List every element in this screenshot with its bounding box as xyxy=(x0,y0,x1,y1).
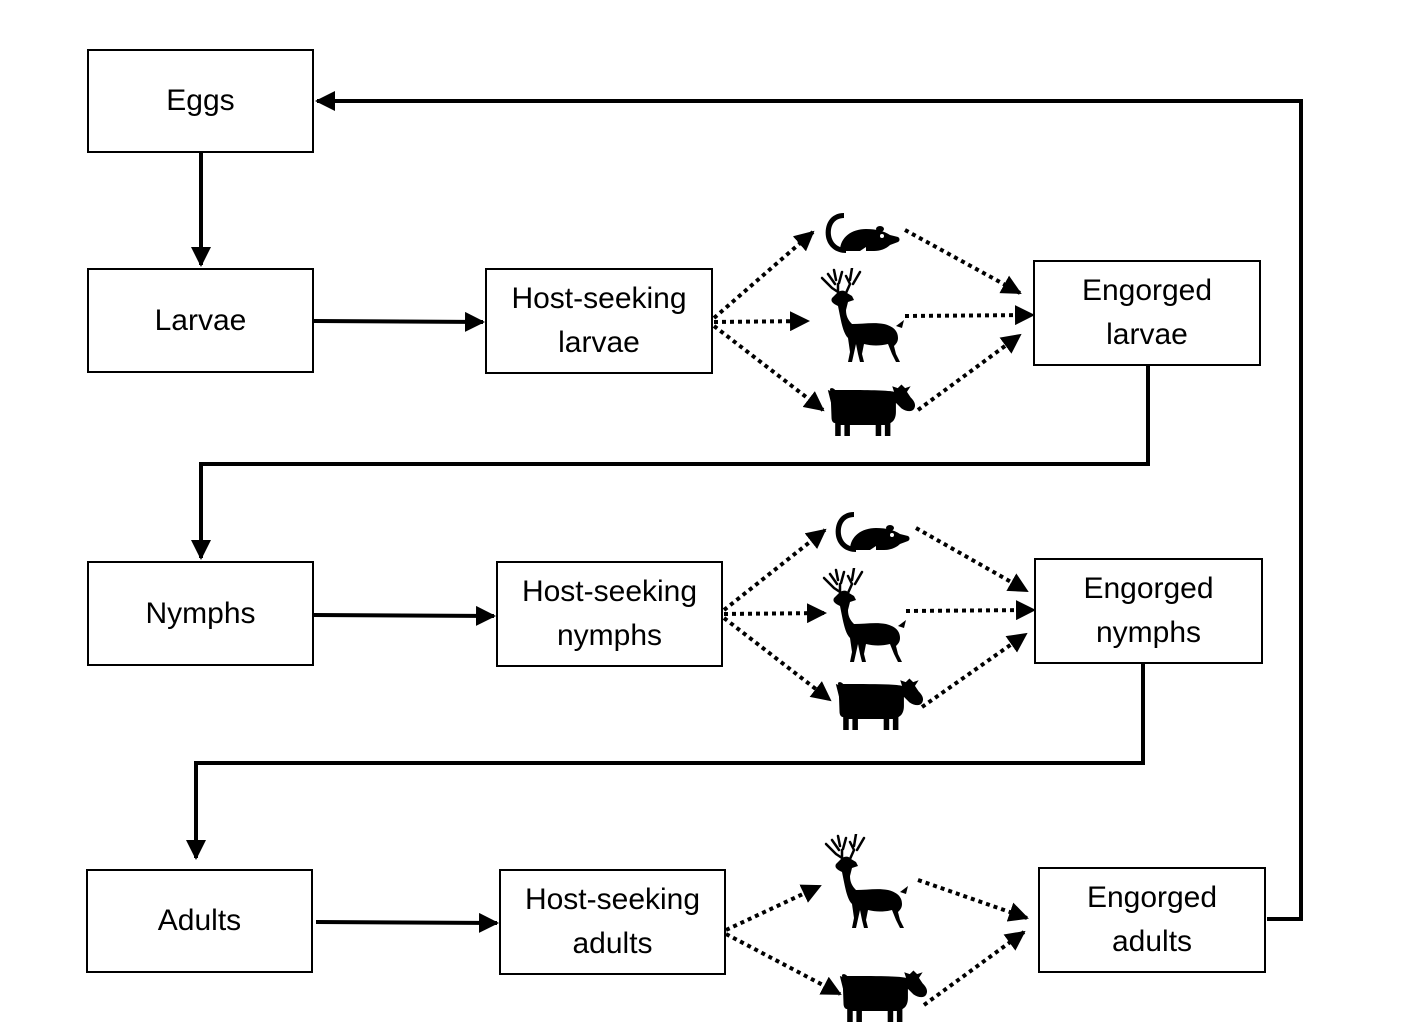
host-seeking-larvae-line2: larvae xyxy=(558,326,640,359)
dotted-arrow-cow-to-engorged-larvae xyxy=(916,333,1022,412)
cow-icon xyxy=(839,970,928,1022)
adults-box: Adults xyxy=(86,869,313,973)
deer-icon xyxy=(820,268,906,363)
deer-icon xyxy=(824,834,910,929)
dotted-arrow-cow-to-engorged-nymphs xyxy=(920,632,1028,709)
larvae-box: Larvae xyxy=(87,268,314,373)
engorged-nymphs-line1: Engorged xyxy=(1083,572,1214,605)
engorged-nymphs-box: Engorged nymphs xyxy=(1034,558,1263,664)
arrow-larvae-to-host-seeking-larvae xyxy=(313,311,485,332)
dotted-arrow-adults-to-cow xyxy=(725,932,842,996)
engorged-larvae-line1: Engorged xyxy=(1081,274,1213,307)
host-icons xyxy=(820,213,928,1022)
dotted-arrow-larvae-to-deer xyxy=(713,311,810,332)
dotted-arrow-adults-to-deer xyxy=(725,884,822,932)
nymphs-box: Nymphs xyxy=(87,561,314,666)
dotted-arrow-nymphs-to-cow xyxy=(722,616,832,702)
arrow-engorged-nymphs-to-adults xyxy=(186,664,1145,860)
eggs-label: Eggs xyxy=(166,84,235,117)
engorged-adults-box: Engorged adults xyxy=(1038,867,1266,973)
host-seeking-adults-line2: adults xyxy=(572,927,653,960)
host-seeking-nymphs-line2: nymphs xyxy=(556,619,663,652)
dotted-arrow-cow-to-engorged-adults xyxy=(922,930,1026,1007)
host-seeking-nymphs-line1: Host-seeking xyxy=(521,575,698,608)
cow-icon xyxy=(827,384,916,436)
rodent-icon xyxy=(825,213,900,253)
dotted-arrow-rodent-to-engorged-larvae xyxy=(904,228,1022,295)
engorged-nymphs-line2: nymphs xyxy=(1095,616,1202,649)
dotted-arrow-deer-to-engorged-larvae xyxy=(904,305,1035,326)
engorged-larvae-line2: larvae xyxy=(1106,318,1188,351)
solid-flow-arrows xyxy=(186,91,1303,933)
adults-label: Adults xyxy=(157,904,242,937)
host-seeking-larvae-line1: Host-seeking xyxy=(511,282,687,315)
arrow-engorged-adults-to-eggs xyxy=(315,91,1303,921)
engorged-adults-line2: adults xyxy=(1111,925,1193,958)
rodent-icon xyxy=(835,512,910,552)
dotted-arrow-deer-to-engorged-nymphs xyxy=(905,600,1036,621)
deer-icon xyxy=(822,568,908,663)
eggs-box: Eggs xyxy=(87,49,314,153)
engorged-adults-line1: Engorged xyxy=(1086,881,1218,914)
dotted-arrow-nymphs-to-rodent xyxy=(722,528,827,612)
dotted-arrow-nymphs-to-deer xyxy=(723,603,827,624)
cow-icon xyxy=(835,678,924,730)
host-seeking-adults-line1: Host-seeking xyxy=(524,883,701,916)
engorged-larvae-box: Engorged larvae xyxy=(1033,260,1261,366)
dotted-arrow-larvae-to-cow xyxy=(712,324,825,412)
larvae-label: Larvae xyxy=(154,303,247,337)
dotted-arrow-larvae-to-rodent xyxy=(712,230,815,320)
host-seeking-nymphs-box: Host-seeking nymphs xyxy=(496,561,723,667)
arrow-engorged-larvae-to-nymphs xyxy=(191,366,1150,560)
host-seeking-larvae-box: Host-seeking larvae xyxy=(485,268,713,374)
arrow-nymphs-to-host-seeking-nymphs xyxy=(313,605,496,626)
host-seeking-adults-box: Host-seeking adults xyxy=(499,869,726,975)
arrow-adults-to-host-seeking-adults xyxy=(315,912,499,933)
dotted-arrow-rodent-to-engorged-nymphs xyxy=(915,526,1029,593)
nymphs-label: Nymphs xyxy=(145,596,256,630)
dotted-feeding-arrows xyxy=(712,228,1036,1007)
dotted-arrow-deer-to-engorged-adults xyxy=(917,878,1029,922)
